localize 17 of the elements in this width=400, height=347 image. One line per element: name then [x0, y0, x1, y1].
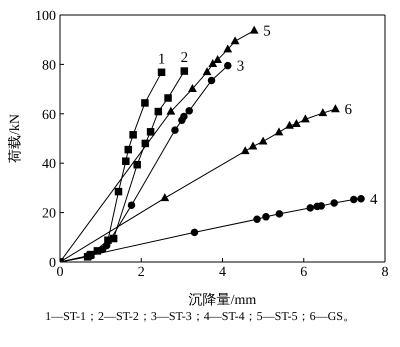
- series-label: 4: [370, 192, 378, 208]
- y-tick-label: 80: [42, 58, 56, 74]
- series-label: 3: [236, 58, 244, 75]
- series-label: 2: [180, 50, 188, 66]
- x-tick-label: 6: [300, 264, 308, 280]
- y-tick-label: 20: [42, 206, 56, 222]
- x-tick-label: 2: [138, 264, 145, 280]
- series-label: 1: [158, 51, 166, 68]
- series-label: 6: [344, 102, 352, 118]
- x-tick-label: 4: [219, 264, 226, 280]
- text: 1—ST-1；2—ST-2；3—ST-3；4—ST-4；5—ST-5；6—GS。: [44, 308, 356, 325]
- y-tick-label: 40: [42, 157, 56, 172]
- x-tick-label: 8: [382, 264, 388, 280]
- y-tick-label: 60: [42, 108, 56, 123]
- x-axis-title: 沉降量/mm: [188, 292, 256, 308]
- y-tick-label: 100: [35, 8, 56, 24]
- series-label: 5: [263, 24, 271, 40]
